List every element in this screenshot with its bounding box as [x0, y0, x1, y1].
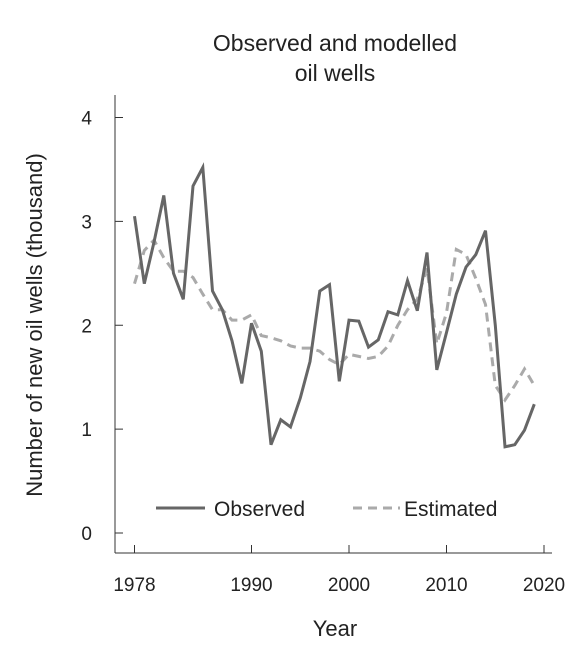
y-ticks: 0 1 2 3 4 — [81, 109, 123, 545]
legend: Observed Estimated — [156, 498, 497, 521]
y-tick-label: 4 — [81, 109, 92, 130]
legend-label: Estimated — [404, 498, 497, 521]
y-tick-label: 2 — [81, 316, 92, 337]
chart-title-line: Observed and modelled — [213, 30, 457, 56]
y-tick-label: 0 — [81, 524, 92, 545]
x-tick-label: 2010 — [425, 575, 467, 596]
x-tick-label: 2000 — [328, 575, 370, 596]
x-tick-label: 2020 — [523, 575, 565, 596]
x-ticks: 1978 1990 2000 2010 2020 — [113, 545, 565, 596]
series-lines — [133, 162, 536, 449]
axes — [114, 95, 552, 554]
y-axis-title: Number of new oil wells (thousand) — [22, 153, 47, 497]
y-tick-label: 3 — [81, 212, 92, 233]
series-line-estimated — [133, 237, 536, 403]
x-axis-title: Year — [313, 616, 357, 641]
series-line-observed — [133, 162, 536, 449]
x-tick-label: 1978 — [113, 575, 155, 596]
legend-label: Observed — [214, 498, 305, 521]
y-tick-label: 1 — [81, 420, 92, 441]
chart-title-line: oil wells — [295, 60, 376, 86]
x-tick-label: 1990 — [230, 575, 272, 596]
chart-title: Observed and modelled oil wells — [213, 30, 457, 86]
